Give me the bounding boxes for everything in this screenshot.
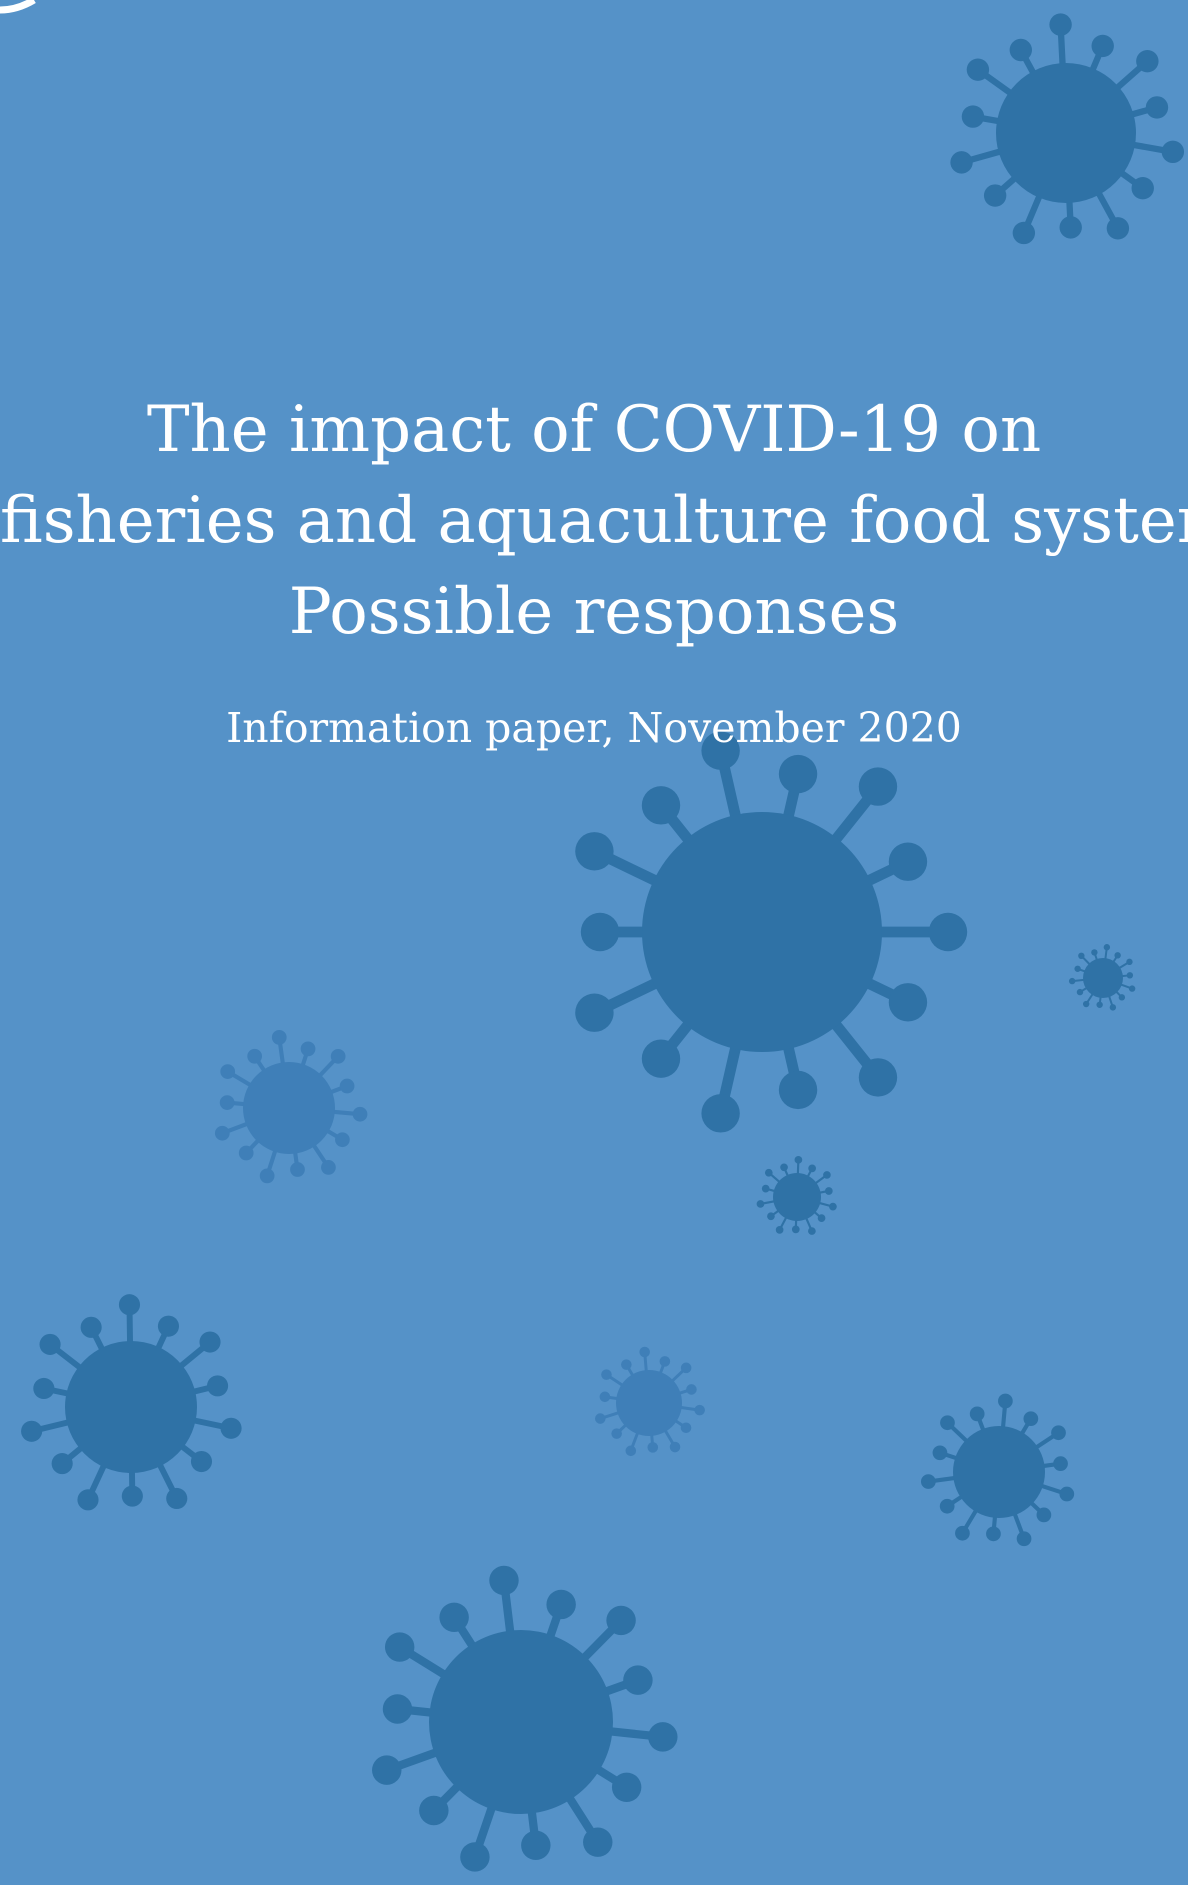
title-line-3: Possible responses xyxy=(288,575,900,649)
subtitle: Information paper, November 2020 xyxy=(226,704,962,752)
coronavirus-icon xyxy=(214,1030,368,1184)
coronavirus-icon xyxy=(1068,944,1136,1011)
page-title: The impact of COVID-19 on fisheries and … xyxy=(0,385,1188,658)
coronavirus-icon xyxy=(594,1346,705,1457)
coronavirus-icon xyxy=(756,1155,837,1235)
coronavirus-icon xyxy=(950,13,1185,245)
title-line-2: fisheries and aquaculture food systems, xyxy=(0,484,1188,558)
coronavirus-icon xyxy=(21,1294,242,1511)
coronavirus-icon xyxy=(575,731,968,1133)
logo-fragment-icon xyxy=(0,0,36,14)
coronavirus-icon xyxy=(372,1565,678,1872)
coronavirus-icon xyxy=(920,1393,1075,1547)
title-line-1: The impact of COVID-19 on xyxy=(146,393,1042,467)
